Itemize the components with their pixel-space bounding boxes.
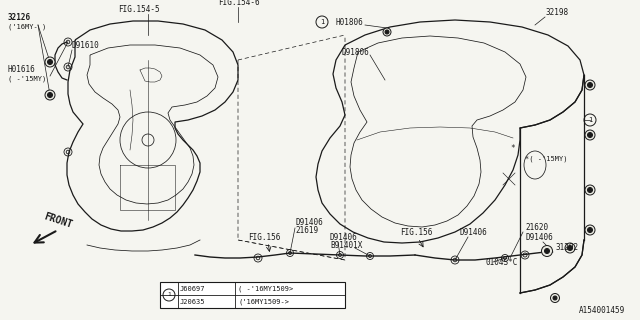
Circle shape (585, 225, 595, 235)
Text: 32126: 32126 (8, 13, 31, 22)
Circle shape (588, 132, 593, 138)
Text: FIG.154-5: FIG.154-5 (118, 5, 159, 14)
Text: B91401X: B91401X (330, 241, 362, 250)
Text: 0104S*C: 0104S*C (485, 258, 517, 267)
Circle shape (568, 245, 573, 251)
Text: ('16MY- ): ('16MY- ) (8, 23, 46, 29)
Circle shape (553, 296, 557, 300)
Circle shape (385, 30, 389, 34)
Text: D91406: D91406 (460, 228, 488, 237)
Circle shape (585, 80, 595, 90)
FancyBboxPatch shape (160, 282, 345, 308)
Circle shape (545, 249, 550, 253)
Text: H01806: H01806 (335, 18, 363, 27)
Circle shape (585, 130, 595, 140)
Circle shape (588, 188, 593, 193)
Text: 32198: 32198 (545, 8, 568, 17)
Text: 1: 1 (320, 19, 324, 25)
Text: 21620: 21620 (525, 223, 548, 232)
Text: D91406: D91406 (295, 218, 323, 227)
Text: D91806: D91806 (342, 48, 370, 57)
Text: *: * (510, 144, 515, 153)
Circle shape (585, 185, 595, 195)
Circle shape (588, 228, 593, 233)
Text: 1: 1 (167, 292, 171, 298)
Text: A154001459: A154001459 (579, 306, 625, 315)
Text: FIG.156: FIG.156 (400, 228, 433, 237)
Text: H01616: H01616 (8, 65, 36, 74)
Circle shape (383, 28, 391, 36)
Text: J60697: J60697 (180, 286, 205, 292)
Text: 31292: 31292 (555, 243, 578, 252)
Circle shape (45, 57, 55, 67)
Text: D91406: D91406 (525, 233, 553, 242)
Text: D91610: D91610 (72, 41, 100, 50)
Circle shape (565, 243, 575, 253)
Circle shape (541, 245, 552, 257)
Text: FRONT: FRONT (43, 212, 74, 230)
Text: *( -'15MY): *( -'15MY) (525, 155, 568, 162)
Text: ('16MY1509->: ('16MY1509-> (238, 299, 289, 305)
Text: 1: 1 (588, 117, 592, 123)
Text: J20635: J20635 (180, 299, 205, 305)
Text: 21619: 21619 (295, 226, 318, 235)
Circle shape (550, 293, 559, 302)
Circle shape (47, 60, 52, 65)
Text: ( -'16MY1509>: ( -'16MY1509> (238, 285, 293, 292)
Circle shape (588, 83, 593, 87)
Text: ( -'15MY): ( -'15MY) (8, 75, 46, 82)
Text: FIG.156: FIG.156 (248, 233, 280, 242)
Circle shape (47, 92, 52, 98)
Text: FIG.154-6: FIG.154-6 (218, 0, 260, 7)
Text: D91406: D91406 (330, 233, 358, 242)
Circle shape (45, 90, 55, 100)
